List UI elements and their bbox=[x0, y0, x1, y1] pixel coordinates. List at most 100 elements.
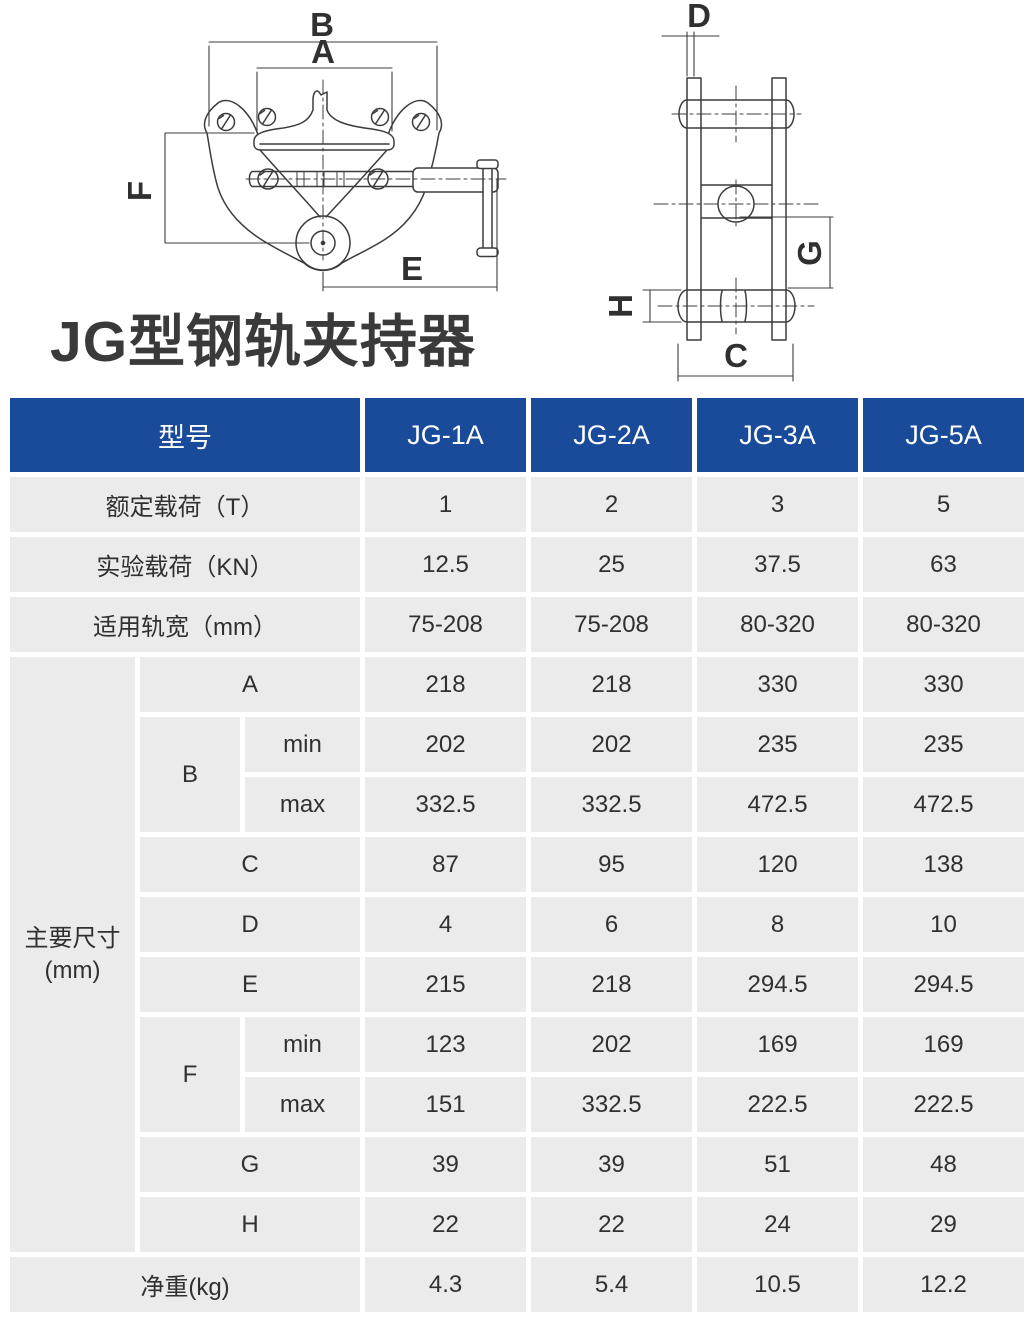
value-cell: 6 bbox=[531, 897, 693, 952]
row-weight: 净重(kg) 4.3 5.4 10.5 12.2 bbox=[10, 1257, 1024, 1312]
value-cell: 222.5 bbox=[863, 1077, 1024, 1132]
value-cell: 80-320 bbox=[697, 597, 859, 652]
row-rail-width: 适用轨宽（mm） 75-208 75-208 80-320 80-320 bbox=[10, 597, 1024, 652]
row-rated-load: 额定载荷（T） 1 2 3 5 bbox=[10, 477, 1024, 532]
dim-label-e: E bbox=[401, 250, 423, 287]
row-dim-d: D 4 6 8 10 bbox=[10, 897, 1024, 952]
value-cell: 330 bbox=[863, 657, 1024, 712]
side-plates bbox=[686, 77, 787, 341]
value-cell: 472.5 bbox=[863, 777, 1024, 832]
clamp-side-view-drawing bbox=[164, 41, 507, 292]
value-cell: 202 bbox=[531, 1017, 693, 1072]
value-cell: 48 bbox=[863, 1137, 1024, 1192]
value-cell: 1 bbox=[365, 477, 527, 532]
page-title: JG型钢轨夹持器 bbox=[50, 310, 477, 374]
dim-letter: F bbox=[140, 1017, 240, 1132]
value-cell: 169 bbox=[697, 1017, 859, 1072]
value-cell: 10.5 bbox=[697, 1257, 859, 1312]
dim-letter: H bbox=[140, 1197, 361, 1252]
value-cell: 215 bbox=[365, 957, 527, 1012]
value-cell: 24 bbox=[697, 1197, 859, 1252]
row-dim-f-max: max 151 332.5 222.5 222.5 bbox=[10, 1077, 1024, 1132]
value-cell: 87 bbox=[365, 837, 527, 892]
value-cell: 4 bbox=[365, 897, 527, 952]
header-model-jg1a: JG-1A bbox=[365, 398, 527, 472]
value-cell: 12.2 bbox=[863, 1257, 1024, 1312]
value-cell: 39 bbox=[365, 1137, 527, 1192]
value-cell: 294.5 bbox=[697, 957, 859, 1012]
value-cell: 22 bbox=[365, 1197, 527, 1252]
value-cell: 151 bbox=[365, 1077, 527, 1132]
spec-table: 型号 JG-1A JG-2A JG-3A JG-5A 额定载荷（T） 1 2 3… bbox=[5, 393, 1024, 1317]
dim-letter: D bbox=[140, 897, 361, 952]
value-cell: 222.5 bbox=[697, 1077, 859, 1132]
row-dim-g: G 39 39 51 48 bbox=[10, 1137, 1024, 1192]
dimension-lines bbox=[164, 41, 498, 292]
value-cell: 63 bbox=[863, 537, 1024, 592]
value-cell: 332.5 bbox=[531, 1077, 693, 1132]
value-cell: 37.5 bbox=[697, 537, 859, 592]
table-header-row: 型号 JG-1A JG-2A JG-3A JG-5A bbox=[10, 398, 1024, 472]
value-cell: 202 bbox=[531, 717, 693, 772]
value-cell: 120 bbox=[697, 837, 859, 892]
value-cell: 169 bbox=[863, 1017, 1024, 1072]
value-cell: 2 bbox=[531, 477, 693, 532]
value-cell: 3 bbox=[697, 477, 859, 532]
centerlines bbox=[653, 85, 822, 335]
value-cell: 12.5 bbox=[365, 537, 527, 592]
value-cell: 5 bbox=[863, 477, 1024, 532]
dims-group-label: 主要尺寸 (mm) bbox=[10, 657, 135, 1252]
row-dim-b-max: max 332.5 332.5 472.5 472.5 bbox=[10, 777, 1024, 832]
lobe-screws bbox=[216, 107, 431, 132]
value-cell: 8 bbox=[697, 897, 859, 952]
dim-label-f: F bbox=[121, 181, 158, 201]
dim-label-c: C bbox=[724, 337, 748, 374]
value-cell: 218 bbox=[531, 657, 693, 712]
dim-label-b: B bbox=[310, 6, 334, 43]
row-dim-h: H 22 22 24 29 bbox=[10, 1197, 1024, 1252]
dimension-lines bbox=[642, 31, 834, 382]
clamp-front-view-drawing bbox=[642, 31, 834, 382]
dim-sub-label: max bbox=[245, 1077, 361, 1132]
row-dim-c: C 87 95 120 138 bbox=[10, 837, 1024, 892]
value-cell: 4.3 bbox=[365, 1257, 527, 1312]
row-label: 实验载荷（KN） bbox=[10, 537, 361, 592]
dim-letter: G bbox=[140, 1137, 361, 1192]
value-cell: 235 bbox=[697, 717, 859, 772]
header-model-jg2a: JG-2A bbox=[531, 398, 693, 472]
rail-profile bbox=[253, 90, 395, 151]
header-model-label: 型号 bbox=[10, 398, 361, 472]
dim-sub-label: min bbox=[245, 717, 361, 772]
row-dim-b-min: B min 202 202 235 235 bbox=[10, 717, 1024, 832]
row-label: 净重(kg) bbox=[10, 1257, 361, 1312]
dim-label-g: G bbox=[791, 240, 828, 266]
value-cell: 5.4 bbox=[531, 1257, 693, 1312]
value-cell: 29 bbox=[863, 1197, 1024, 1252]
value-cell: 123 bbox=[365, 1017, 527, 1072]
dim-sub-label: min bbox=[245, 1017, 361, 1072]
value-cell: 138 bbox=[863, 837, 1024, 892]
value-cell: 22 bbox=[531, 1197, 693, 1252]
technical-drawings: B A F E D G H C bbox=[121, 0, 834, 382]
dim-label-h: H bbox=[602, 294, 639, 318]
dim-letter: C bbox=[140, 837, 361, 892]
dim-letter: A bbox=[140, 657, 361, 712]
value-cell: 235 bbox=[863, 717, 1024, 772]
value-cell: 95 bbox=[531, 837, 693, 892]
dim-letter: E bbox=[140, 957, 361, 1012]
dim-label-d: D bbox=[687, 0, 711, 34]
value-cell: 75-208 bbox=[531, 597, 693, 652]
dims-group-label-line2: (mm) bbox=[44, 956, 101, 984]
value-cell: 218 bbox=[531, 957, 693, 1012]
value-cell: 80-320 bbox=[863, 597, 1024, 652]
value-cell: 332.5 bbox=[365, 777, 527, 832]
dim-letter: B bbox=[140, 717, 240, 832]
row-dim-e: E 215 218 294.5 294.5 bbox=[10, 957, 1024, 1012]
value-cell: 10 bbox=[863, 897, 1024, 952]
value-cell: 330 bbox=[697, 657, 859, 712]
value-cell: 75-208 bbox=[365, 597, 527, 652]
centerlines bbox=[245, 79, 507, 261]
row-label: 额定载荷（T） bbox=[10, 477, 361, 532]
row-label: 适用轨宽（mm） bbox=[10, 597, 361, 652]
